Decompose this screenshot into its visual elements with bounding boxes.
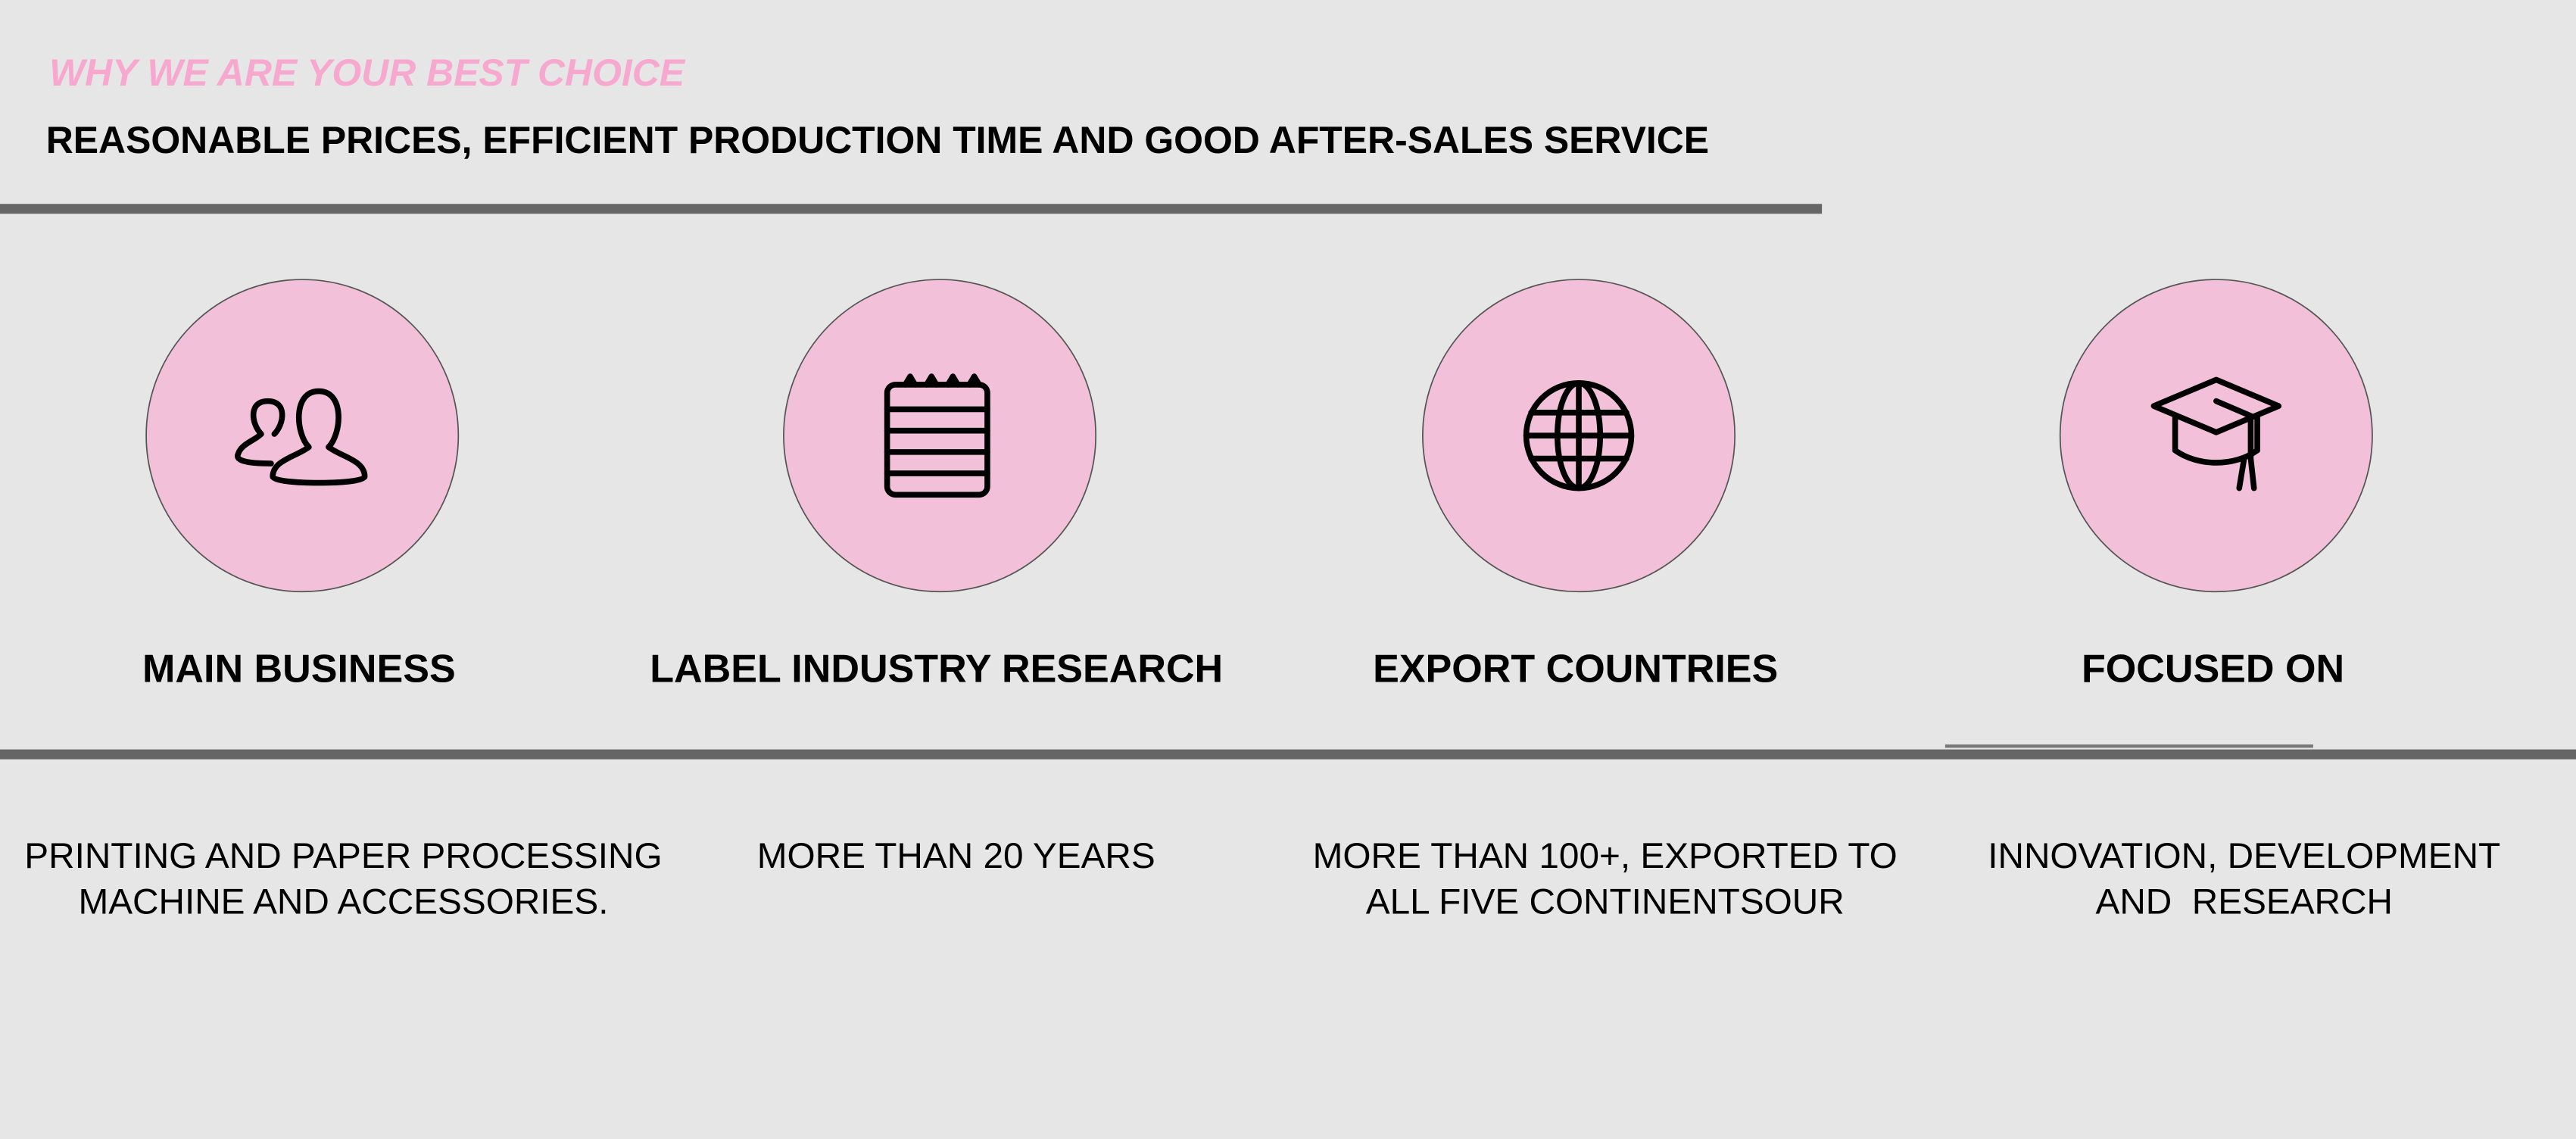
feature-description: INNOVATION, DEVELOPMENT (1988, 836, 2500, 876)
feature-description: PRINTING AND PAPER PROCESSING (24, 836, 662, 876)
eyebrow: WHY WE ARE YOUR BEST CHOICE (49, 51, 686, 94)
feature-description: ALL FIVE CONTINENTSOUR (1366, 882, 1845, 922)
icon-circle (783, 279, 1097, 593)
users-icon (235, 388, 368, 486)
divider (0, 204, 1823, 214)
feature-description: MORE THAN 100+, EXPORTED TO (1313, 836, 1898, 876)
globe-icon (1523, 379, 1635, 491)
feature-description: MACHINE AND ACCESSORIES. (78, 882, 608, 922)
divider (0, 749, 2576, 760)
icon-circle (2059, 279, 2373, 593)
icons (235, 373, 2282, 498)
feature-description: MORE THAN 20 YEARS (757, 836, 1155, 876)
feature-label: FOCUSED ON (2082, 648, 2344, 691)
graduation-cap-icon (2150, 376, 2282, 491)
underline (1944, 744, 2313, 748)
feature-label: LABEL INDUSTRY RESEARCH (650, 648, 1223, 691)
feature-description: AND RESEARCH (2096, 882, 2393, 922)
notepad-icon (884, 373, 990, 498)
section-title: REASONABLE PRICES, EFFICIENT PRODUCTION … (46, 119, 1709, 161)
feature-label: MAIN BUSINESS (142, 648, 456, 691)
feature-label: EXPORT COUNTRIES (1373, 648, 1778, 691)
